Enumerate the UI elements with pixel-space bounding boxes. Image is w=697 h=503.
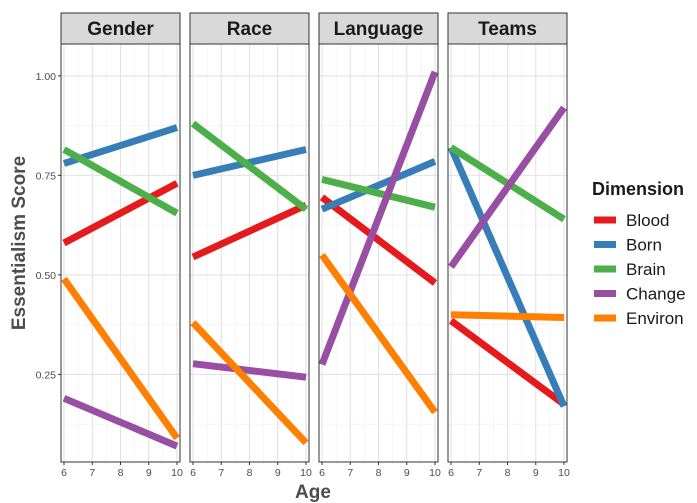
facet-panel-teams: Teams [447,12,568,463]
legend-label-born: Born [626,236,662,255]
y-tick-label: 0.75 [36,170,57,182]
x-tick-label: 8 [118,467,124,479]
series-line-change-language [318,70,439,366]
series-line-environ-teams [450,311,565,321]
facet-strip-label: Gender [87,19,154,40]
facet-strip [60,12,181,45]
facet-strip-label: Race [227,19,272,40]
x-tick-label: 6 [448,467,454,479]
x-tick-label: 9 [146,467,152,479]
series-line-environ-language [319,252,438,415]
legend-title: Dimension [592,179,684,199]
series-line-change-race [192,360,307,381]
x-tick-label: 8 [376,467,382,479]
legend-label-blood: Blood [626,211,669,230]
series-line-blood-teams [448,317,567,408]
series-line-brain-race [190,120,309,212]
x-tick-label: 10 [558,467,570,479]
facet-strip [318,12,439,45]
y-tick-label: 0.25 [36,369,57,381]
y-tick-label: 0.50 [36,270,57,282]
facet-panels: Gender Race Language Teams [60,12,568,463]
series-line-blood-gender [62,180,179,247]
legend-label-change: Change [626,285,686,304]
x-tick-label: 7 [476,467,482,479]
x-tick-label: 8 [505,467,511,479]
facet-panel-language: Language [318,12,439,463]
facet-panel-race: Race [189,12,310,463]
series-line-blood-language [319,194,438,286]
legend-label-environ: Environ [626,309,684,328]
x-tick-label: 7 [347,467,353,479]
x-tick-label: 9 [533,467,539,479]
series-line-brain-gender [62,146,179,217]
facet-strip-label: Teams [478,19,537,40]
x-tick-label: 7 [218,467,224,479]
facet-strip-label: Language [334,19,424,40]
x-tick-label: 10 [300,467,312,479]
x-tick-label: 6 [61,467,67,479]
series-line-born-language [320,158,437,213]
x-tick-label: 10 [171,467,183,479]
x-tick-label: 6 [190,467,196,479]
facet-panel-gender: Gender [60,12,181,463]
legend: Dimension Blood Born Brain Change Environ [592,179,686,328]
y-tick-label: 1.00 [36,71,57,83]
series-line-environ-race [190,320,309,446]
x-axis-title: Age [295,482,331,503]
series-line-born-teams [447,146,568,408]
x-tick-label: 6 [319,467,325,479]
legend-label-brain: Brain [626,260,666,279]
series-line-blood-race [191,202,308,261]
x-tick-label: 9 [275,467,281,479]
series-line-brain-language [321,176,436,211]
y-axis: 0.25 0.50 0.75 1.00 [36,71,61,381]
series-line-change-gender [62,395,179,450]
facet-strip [447,12,568,45]
x-tick-label: 10 [429,467,441,479]
x-tick-label: 8 [247,467,253,479]
x-tick-label: 7 [89,467,95,479]
x-tick-label: 9 [404,467,410,479]
series-line-change-teams [448,105,567,269]
series-line-environ-gender [61,276,180,441]
facet-strip [189,12,310,45]
y-axis-title: Essentialism Score [9,156,30,330]
x-axis: 6 7 8 9 10 6 7 8 9 10 6 7 8 9 10 6 7 8 9 10 [61,462,570,479]
